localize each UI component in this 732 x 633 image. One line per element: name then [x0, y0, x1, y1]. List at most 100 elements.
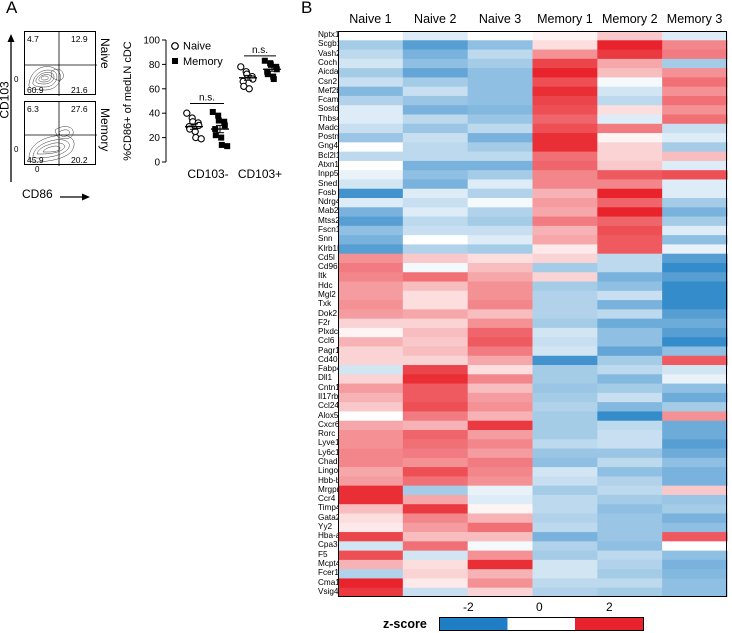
facs-memory-q-ul: 6.3 — [27, 104, 39, 114]
heatmap-cell — [662, 457, 728, 468]
heatmap-gene-label: Hba-a1 — [318, 531, 345, 541]
scatter-category-label: CD103+ — [238, 167, 282, 181]
heatmap-cell — [467, 383, 534, 394]
heatmap-cell — [467, 179, 534, 190]
heatmap-cell — [402, 86, 469, 97]
heatmap-cell — [467, 188, 534, 199]
heatmap-cell — [597, 318, 663, 329]
facs-memory-q-ur: 27.6 — [71, 104, 88, 114]
heatmap-cell — [662, 550, 728, 561]
heatmap-cell — [402, 77, 469, 88]
heatmap-cell — [402, 448, 469, 459]
heatmap-cell — [532, 262, 598, 273]
heatmap-cell — [467, 411, 534, 422]
legend-memory-marker — [172, 58, 178, 64]
panel-a-letter: A — [6, 0, 18, 17]
heatmap-cell — [402, 439, 469, 450]
heatmap-gene-label: Gata2 — [318, 512, 341, 522]
heatmap-cell — [532, 420, 598, 431]
heatmap-cell — [338, 225, 404, 236]
heatmap-cell — [338, 31, 404, 41]
heatmap-cell — [402, 587, 469, 597]
scatter-y-axis-label: %CD86+ of medLN cDC — [122, 41, 134, 161]
heatmap-cell — [338, 559, 404, 570]
heatmap-cell — [402, 133, 469, 143]
colorbar-tick-low: -2 — [463, 600, 474, 614]
heatmap-cell — [662, 365, 728, 375]
facs-naive-q-ll: 60.9 — [27, 85, 44, 95]
heatmap-column-header: Naive 2 — [414, 12, 457, 26]
heatmap-cell — [467, 68, 534, 78]
heatmap-cell — [338, 105, 404, 116]
heatmap-gene-labels: Nptx1 Scgb1a1 Vash2 Coch Aicda Csn2 Mef2b Fcamr… — [318, 30, 398, 597]
colorbar-title: z-score — [383, 617, 427, 631]
heatmap-cell — [467, 281, 534, 292]
heatmap-cell — [467, 31, 534, 41]
heatmap-gene-label: Aicda — [318, 67, 339, 77]
heatmap-cell — [338, 133, 404, 143]
heatmap-cell — [532, 439, 598, 450]
heatmap-cell — [597, 290, 663, 301]
significance-label: n.s. — [199, 92, 215, 103]
heatmap-cell — [402, 569, 469, 580]
heatmap-cell — [338, 513, 404, 524]
heatmap-cell — [662, 327, 728, 338]
heatmap-cell — [662, 374, 728, 385]
heatmap-cell — [467, 318, 534, 329]
heatmap-cell — [467, 392, 534, 403]
heatmap-cell — [338, 123, 404, 134]
heatmap-cell — [662, 272, 728, 283]
heatmap-cell — [597, 337, 663, 348]
heatmap-gene-label: Pagr1a — [318, 345, 345, 355]
heatmap-cell — [532, 235, 598, 246]
heatmap-cell — [597, 392, 663, 403]
heatmap-cell — [467, 374, 534, 385]
heatmap-cell — [402, 318, 469, 329]
heatmap-cell — [338, 541, 404, 552]
heatmap-cell — [402, 494, 469, 505]
heatmap-cell — [662, 522, 728, 533]
scatter-y-tick-label: 20 — [149, 133, 161, 144]
scatter-point-naive — [183, 109, 191, 117]
heatmap-cell — [402, 49, 469, 60]
scatter-y-tick-label: 0 — [154, 158, 160, 169]
heatmap-cell — [662, 235, 728, 246]
heatmap-cell — [597, 40, 663, 51]
heatmap-cell — [338, 300, 404, 310]
heatmap-cell — [597, 559, 663, 570]
heatmap-cell — [662, 494, 728, 505]
heatmap-cell — [402, 244, 469, 255]
heatmap-cell — [597, 383, 663, 394]
heatmap-cell — [402, 504, 469, 515]
heatmap-cell — [662, 532, 728, 542]
facs-memory-q-lr: 20.2 — [71, 155, 88, 165]
heatmap-cell — [597, 494, 663, 505]
heatmap-cell — [467, 337, 534, 348]
heatmap-cell — [338, 309, 404, 320]
heatmap-cell — [662, 420, 728, 431]
heatmap-cell — [338, 58, 404, 69]
heatmap-cell — [467, 439, 534, 450]
heatmap-cell — [338, 86, 404, 97]
heatmap-cell — [338, 420, 404, 431]
heatmap-cell — [597, 532, 663, 542]
heatmap-cell — [662, 40, 728, 51]
heatmap-cell — [338, 569, 404, 580]
heatmap-cell — [597, 309, 663, 320]
heatmap-cell — [532, 578, 598, 589]
heatmap-cell — [597, 587, 663, 597]
heatmap-cell — [532, 550, 598, 561]
heatmap-gene-label: Cpa3 — [318, 540, 338, 550]
heatmap-gene-label: Alox5 — [318, 410, 339, 420]
heatmap-cell — [532, 300, 598, 310]
heatmap-gene-label: Ccl24 — [318, 401, 339, 411]
heatmap-cell — [532, 383, 598, 394]
heatmap-cell — [338, 467, 404, 477]
heatmap-cell — [532, 272, 598, 283]
heatmap-cell — [467, 467, 534, 477]
heatmap-cell — [532, 198, 598, 208]
heatmap-gene-label: Txk — [318, 299, 332, 309]
heatmap-gene-label: Lingo4 — [318, 466, 343, 476]
heatmap-gene-label: Cd96 — [318, 262, 338, 272]
heatmap-gene-label: Cntn1 — [318, 382, 340, 392]
